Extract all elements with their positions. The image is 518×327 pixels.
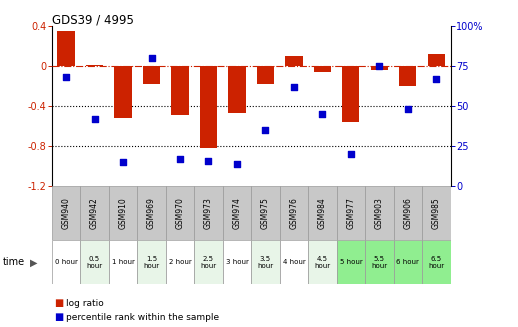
Bar — [194, 240, 223, 284]
Bar — [52, 186, 80, 240]
Bar — [285, 56, 303, 66]
Text: ■: ■ — [54, 312, 64, 322]
Bar — [371, 66, 388, 70]
Text: GSM903: GSM903 — [375, 198, 384, 229]
Point — [204, 158, 213, 164]
Text: GSM906: GSM906 — [404, 198, 412, 229]
Text: GSM976: GSM976 — [290, 198, 298, 229]
Text: 1.5
hour: 1.5 hour — [143, 256, 160, 269]
Point — [90, 116, 98, 122]
Point — [318, 112, 326, 117]
Bar — [251, 186, 280, 240]
Bar — [137, 186, 166, 240]
Bar — [308, 240, 337, 284]
Bar — [137, 240, 166, 284]
Bar — [223, 186, 251, 240]
Point — [233, 161, 241, 166]
Bar — [399, 66, 416, 86]
Bar — [342, 66, 359, 122]
Bar — [200, 66, 217, 148]
Bar — [228, 66, 246, 113]
Bar — [80, 186, 109, 240]
Point — [432, 77, 440, 82]
Bar — [166, 186, 194, 240]
Text: 4.5
hour: 4.5 hour — [314, 256, 330, 269]
Bar — [394, 186, 422, 240]
Bar — [337, 240, 365, 284]
Text: GSM984: GSM984 — [318, 198, 327, 229]
Text: GSM942: GSM942 — [90, 198, 99, 229]
Point — [261, 128, 269, 133]
Text: 0 hour: 0 hour — [54, 259, 78, 266]
Point — [375, 64, 383, 69]
Bar — [365, 240, 394, 284]
Bar — [280, 240, 308, 284]
Point — [176, 157, 184, 162]
Text: 2.5
hour: 2.5 hour — [200, 256, 217, 269]
Bar — [109, 240, 137, 284]
Text: percentile rank within the sample: percentile rank within the sample — [66, 313, 220, 322]
Text: 6 hour: 6 hour — [396, 259, 420, 266]
Bar — [337, 186, 365, 240]
Text: GSM975: GSM975 — [261, 198, 270, 229]
Bar — [114, 66, 132, 118]
Bar — [257, 66, 274, 84]
Text: GDS39 / 4995: GDS39 / 4995 — [52, 13, 134, 26]
Bar — [86, 65, 103, 66]
Bar — [171, 66, 189, 115]
Point — [62, 75, 70, 80]
Text: time: time — [3, 257, 25, 267]
Text: GSM985: GSM985 — [432, 198, 441, 229]
Bar — [314, 66, 331, 72]
Text: GSM910: GSM910 — [119, 198, 127, 229]
Text: GSM970: GSM970 — [176, 198, 184, 229]
Bar — [194, 186, 223, 240]
Bar — [280, 186, 308, 240]
Point — [404, 107, 412, 112]
Bar — [57, 31, 75, 66]
Text: GSM977: GSM977 — [347, 198, 355, 229]
Text: 3.5
hour: 3.5 hour — [257, 256, 274, 269]
Bar — [422, 240, 451, 284]
Text: GSM940: GSM940 — [62, 198, 70, 229]
Text: 0.5
hour: 0.5 hour — [87, 256, 103, 269]
Bar — [422, 186, 451, 240]
Bar — [143, 66, 160, 84]
Bar — [223, 240, 251, 284]
Text: ▶: ▶ — [30, 257, 37, 267]
Bar — [52, 240, 80, 284]
Text: 5 hour: 5 hour — [340, 259, 362, 266]
Text: 6.5
hour: 6.5 hour — [428, 256, 444, 269]
Point — [147, 56, 155, 61]
Text: ■: ■ — [54, 299, 64, 308]
Text: GSM973: GSM973 — [204, 198, 213, 229]
Text: 5.5
hour: 5.5 hour — [371, 256, 387, 269]
Bar — [308, 186, 337, 240]
Text: GSM969: GSM969 — [147, 198, 156, 229]
Text: 4 hour: 4 hour — [283, 259, 305, 266]
Bar — [428, 54, 445, 66]
Bar — [80, 240, 109, 284]
Text: GSM974: GSM974 — [233, 198, 241, 229]
Bar — [365, 186, 394, 240]
Text: 2 hour: 2 hour — [169, 259, 191, 266]
Bar — [394, 240, 422, 284]
Bar — [251, 240, 280, 284]
Point — [119, 160, 127, 165]
Text: 3 hour: 3 hour — [225, 259, 249, 266]
Text: log ratio: log ratio — [66, 299, 104, 308]
Bar — [166, 240, 194, 284]
Point — [290, 84, 298, 90]
Bar — [109, 186, 137, 240]
Point — [347, 152, 355, 157]
Text: 1 hour: 1 hour — [111, 259, 135, 266]
